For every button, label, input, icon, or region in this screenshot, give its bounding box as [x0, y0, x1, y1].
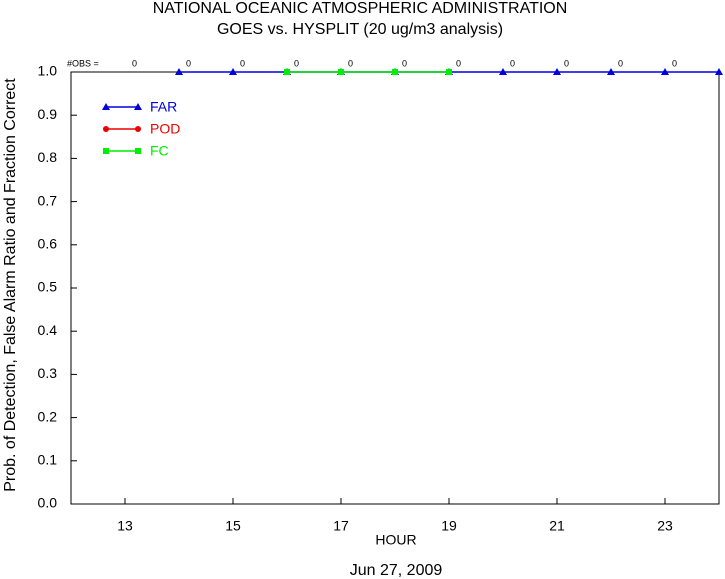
- obs-label: #OBS =: [67, 58, 99, 68]
- x-tick-label: 23: [657, 518, 673, 534]
- obs-count: 0: [132, 58, 137, 68]
- marker: [553, 68, 561, 75]
- legend-marker: [135, 126, 141, 132]
- obs-count: 0: [672, 58, 677, 68]
- obs-count: 0: [564, 58, 569, 68]
- marker: [175, 68, 183, 75]
- obs-count: 0: [618, 58, 623, 68]
- marker: [392, 69, 398, 75]
- legend-label: POD: [150, 121, 180, 137]
- obs-count: 0: [510, 58, 515, 68]
- x-tick-label: 19: [441, 518, 457, 534]
- obs-count: 0: [456, 58, 461, 68]
- x-axis-label: HOUR: [375, 532, 416, 548]
- y-tick-label: 0.4: [38, 322, 58, 338]
- y-tick-label: 0.8: [38, 149, 58, 165]
- x-tick-label: 17: [333, 518, 349, 534]
- obs-count: 0: [348, 58, 353, 68]
- obs-count: 0: [402, 58, 407, 68]
- marker: [715, 68, 723, 75]
- marker: [284, 69, 290, 75]
- marker: [499, 68, 507, 75]
- marker: [607, 68, 615, 75]
- y-tick-label: 0.9: [38, 106, 58, 122]
- legend-marker: [103, 148, 109, 154]
- legend-marker: [103, 126, 109, 132]
- legend-marker: [135, 148, 141, 154]
- x-tick-label: 13: [117, 518, 133, 534]
- x-tick-label: 21: [549, 518, 565, 534]
- legend-marker: [102, 103, 110, 110]
- obs-count: 0: [240, 58, 245, 68]
- obs-count: 0: [186, 58, 191, 68]
- y-tick-label: 0.3: [38, 365, 58, 381]
- obs-count: 0: [294, 58, 299, 68]
- y-axis-label: Prob. of Detection, False Alarm Ratio an…: [2, 78, 19, 492]
- legend-label: FAR: [150, 99, 177, 115]
- legend-marker: [134, 103, 142, 110]
- y-tick-label: 1.0: [38, 63, 58, 79]
- marker: [446, 69, 452, 75]
- chart-subtitle: GOES vs. HYSPLIT (20 ug/m3 analysis): [217, 21, 503, 38]
- y-tick-label: 0.5: [38, 279, 58, 295]
- marker: [229, 68, 237, 75]
- y-tick-label: 0.1: [38, 452, 58, 468]
- chart-title: NATIONAL OCEANIC ATMOSPHERIC ADMINISTRAT…: [153, 0, 568, 17]
- date-label: Jun 27, 2009: [350, 562, 443, 579]
- plot-frame: [70, 71, 720, 505]
- y-tick-label: 0.0: [38, 495, 58, 511]
- y-tick-label: 0.7: [38, 192, 58, 208]
- legend-label: FC: [150, 143, 169, 159]
- marker: [661, 68, 669, 75]
- y-tick-label: 0.6: [38, 236, 58, 252]
- y-tick-label: 0.2: [38, 408, 58, 424]
- marker: [338, 69, 344, 75]
- x-tick-label: 15: [225, 518, 241, 534]
